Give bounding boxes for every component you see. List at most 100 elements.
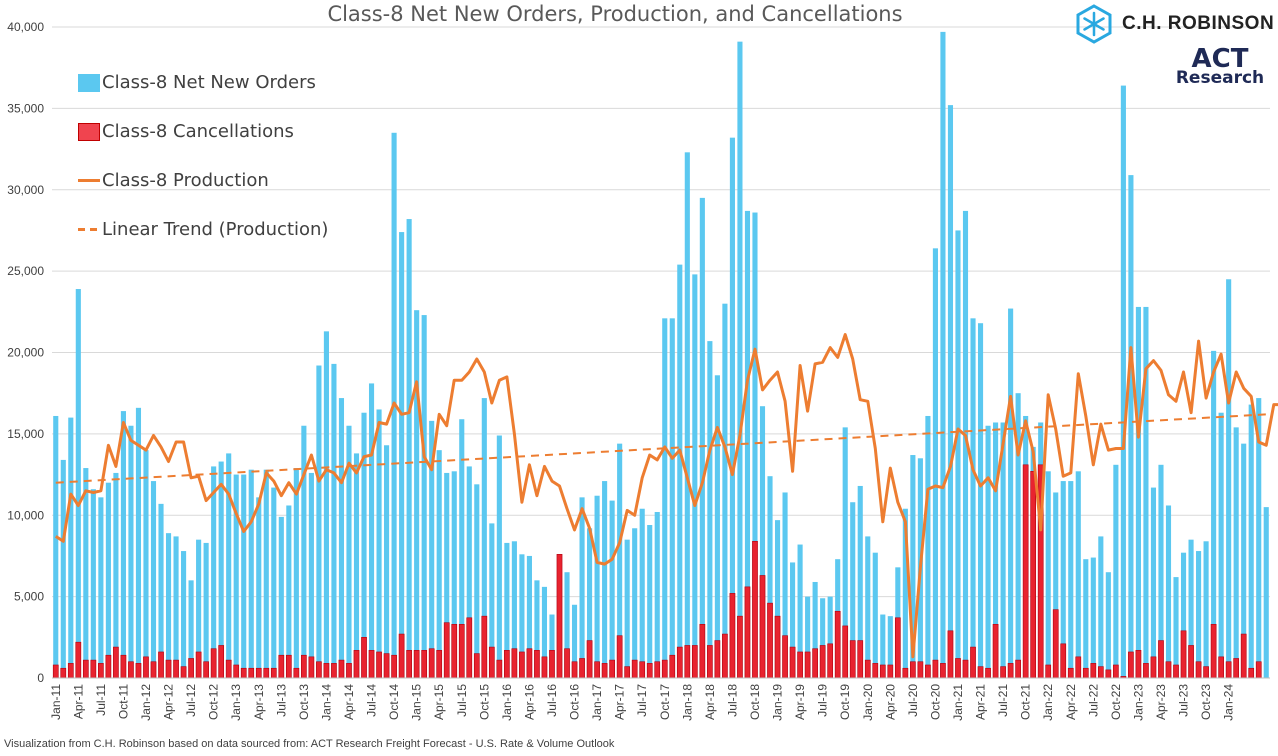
- orders-bar: [233, 474, 239, 678]
- x-tick-label: Jul-21: [996, 684, 1010, 717]
- cancellation-bar: [586, 640, 593, 679]
- orders-bar: [128, 425, 134, 678]
- orders-bar: [639, 508, 645, 678]
- production-line: [54, 333, 1278, 659]
- orders-bar: [1098, 536, 1104, 678]
- cancellation-bar: [188, 658, 194, 679]
- orders-bar: [977, 323, 984, 678]
- orders-bar: [188, 580, 194, 678]
- x-tick-label: Jan-19: [771, 684, 785, 721]
- cancellation-bar: [661, 659, 668, 679]
- trend-line-path: [55, 413, 1267, 484]
- production-line-path: [54, 333, 1278, 659]
- cancellation-bar: [165, 659, 172, 679]
- cancellation-bar: [669, 654, 676, 679]
- cancellation-bar: [827, 643, 834, 679]
- x-tick-label: Oct-23: [1199, 684, 1213, 720]
- cancellation-bar: [383, 653, 390, 679]
- x-tick-label: Apr-20: [883, 684, 897, 720]
- legend-swatch-orders: [78, 73, 100, 92]
- x-tick-label: Oct-14: [387, 684, 401, 720]
- cancellation-bar: [473, 653, 480, 679]
- cancellation-bar: [361, 637, 367, 679]
- cancellation-bar: [654, 661, 661, 679]
- x-tick-label: Apr-22: [1064, 684, 1078, 720]
- orders-bar: [812, 581, 818, 678]
- orders-bar: [609, 500, 615, 678]
- cancellation-bar: [488, 646, 495, 679]
- orders-bar: [1173, 577, 1179, 678]
- orders-bar: [83, 468, 89, 678]
- cancellation-bar: [940, 663, 946, 679]
- x-tick-label: Jul-16: [545, 684, 559, 717]
- orders-bar: [579, 497, 585, 678]
- cancellation-bar: [1210, 623, 1217, 679]
- cancellation-bar: [774, 615, 781, 679]
- orders-bar: [932, 248, 938, 678]
- orders-bar: [692, 274, 698, 678]
- cancellation-bar: [684, 645, 691, 679]
- orders-bar: [654, 511, 660, 678]
- orders-bar: [203, 542, 209, 678]
- cancellation-bar: [797, 651, 803, 679]
- cancellation-bar: [519, 651, 525, 679]
- orders-bar: [985, 425, 991, 678]
- y-tick-label: 30,000: [7, 183, 44, 197]
- x-tick-label: Jul-12: [184, 684, 198, 717]
- cancellation-bar: [1128, 651, 1134, 679]
- orders-bar: [474, 484, 480, 678]
- x-tick-label: Jul-11: [94, 684, 108, 716]
- cancellation-bar: [52, 664, 59, 679]
- orders-bar: [549, 614, 555, 678]
- orders-bar: [1128, 175, 1134, 679]
- cancellation-bar: [67, 663, 74, 679]
- cancellation-bar: [1218, 656, 1224, 679]
- orders-bar: [714, 375, 720, 678]
- orders-bar: [774, 520, 781, 678]
- orders-bar: [376, 409, 382, 678]
- cancellation-bar: [1135, 650, 1142, 679]
- y-tick-label: 20,000: [7, 346, 44, 360]
- x-tick-label: Jan-11: [49, 684, 63, 720]
- orders-bar: [759, 406, 766, 678]
- cancellation-bar: [887, 664, 894, 679]
- orders-bar: [406, 219, 412, 679]
- orders-bar: [1165, 505, 1172, 678]
- orders-bar: [910, 455, 916, 678]
- orders-bar: [617, 443, 623, 678]
- cancellation-bar: [1158, 640, 1164, 679]
- orders-bar: [1113, 464, 1119, 678]
- orders-bar: [451, 471, 457, 678]
- cancellation-bar: [925, 664, 931, 679]
- orders-bar: [534, 580, 540, 678]
- orders-bar: [323, 331, 329, 678]
- x-tick-label: Oct-12: [207, 684, 221, 720]
- cancellation-bar: [128, 661, 134, 679]
- cancellation-bar: [376, 651, 382, 679]
- orders-bar: [955, 230, 961, 678]
- cancellation-bar: [511, 648, 518, 679]
- orders-bar: [602, 481, 608, 678]
- cancellation-bar: [767, 602, 773, 679]
- orders-bar: [1226, 279, 1232, 678]
- cancellation-bar: [714, 640, 721, 679]
- cancellation-bar: [1030, 471, 1037, 679]
- cancellation-bar: [962, 659, 969, 679]
- cancellation-bar: [436, 650, 443, 679]
- x-tick-label: Oct-11: [116, 684, 130, 719]
- orders-bar: [459, 419, 465, 678]
- cancellation-bar: [556, 554, 563, 679]
- orders-bar: [1060, 481, 1066, 678]
- y-tick-label: 15,000: [7, 427, 44, 441]
- cancellation-bar: [248, 667, 255, 679]
- orders-bar: [1211, 350, 1217, 678]
- orders-bar: [564, 572, 570, 678]
- research-logo-text: Research: [1175, 68, 1265, 88]
- legend: Class-8 Net New Orders Class-8 Cancellat…: [78, 58, 328, 254]
- cancellation-bar: [481, 615, 488, 679]
- cancellation-bar: [955, 658, 961, 679]
- x-tick-label: Oct-22: [1109, 684, 1123, 720]
- cancellation-bar: [428, 648, 435, 679]
- cancellation-bar: [120, 654, 127, 679]
- legend-swatch-production: [78, 179, 100, 182]
